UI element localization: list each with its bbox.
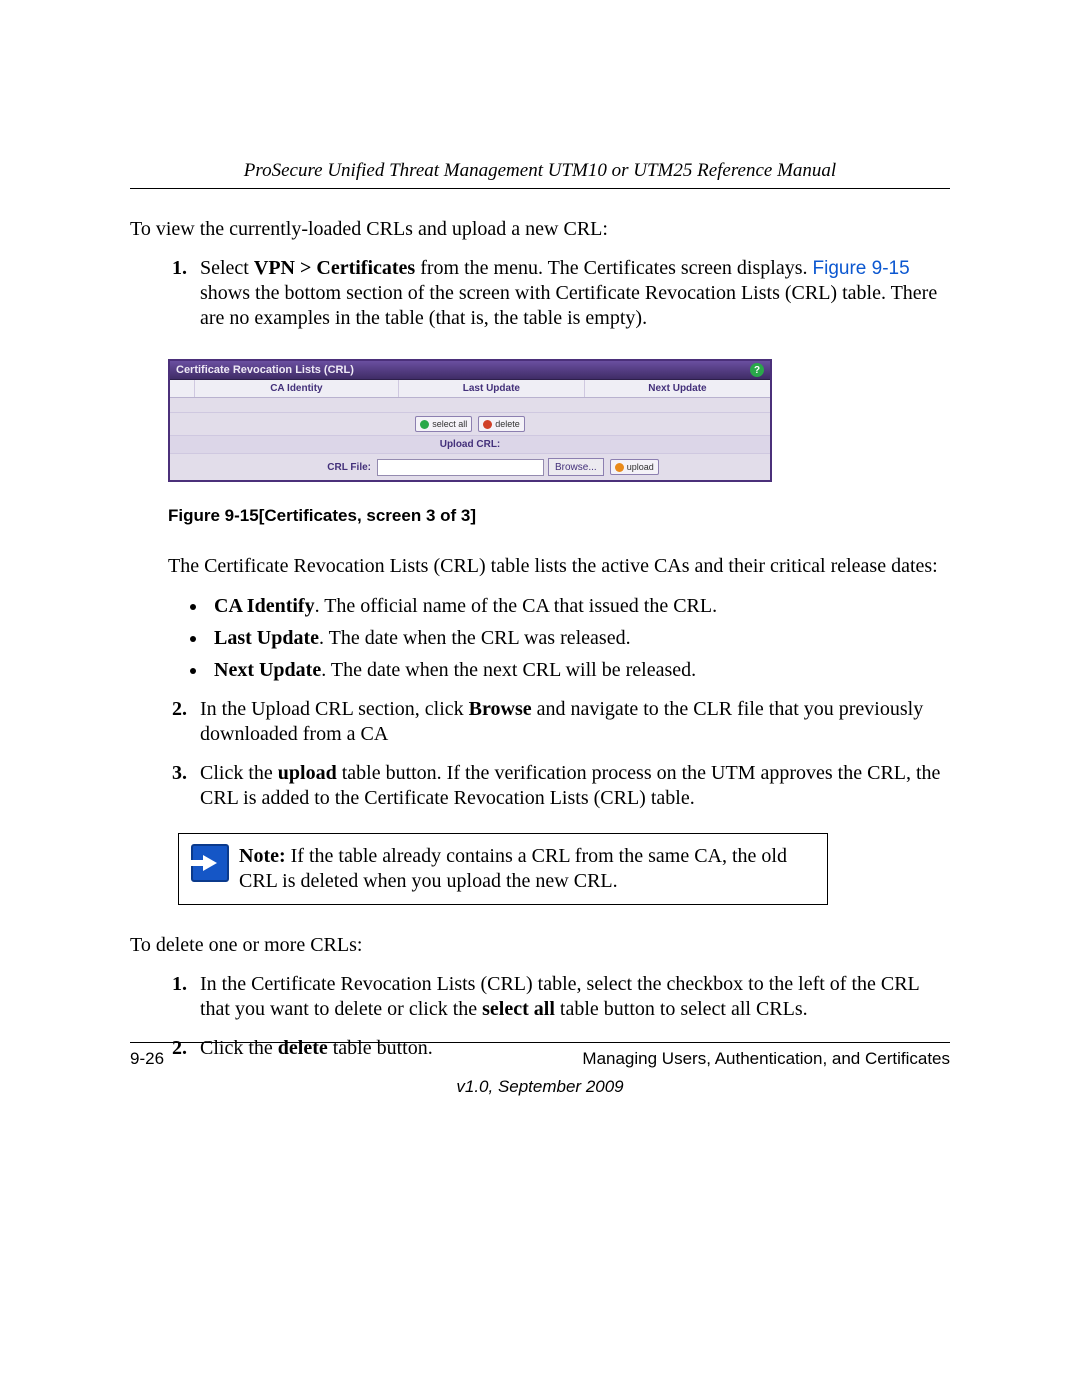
bullet-next-update: Next Update. The date when the next CRL … (208, 657, 950, 683)
upload-button[interactable]: upload (610, 459, 659, 475)
upload-crl-row: CRL File: Browse... upload (170, 454, 770, 480)
figure-caption: Figure 9-15[Certificates, screen 3 of 3] (168, 506, 950, 526)
d1-bold: select all (482, 998, 555, 1020)
crl-table-header: CA Identity Last Update Next Update (170, 380, 770, 398)
view-upload-steps: Select VPN > Certificates from the menu.… (130, 256, 950, 331)
arrow-icon (191, 844, 229, 882)
crl-empty-row (170, 398, 770, 413)
manual-header-title: ProSecure Unified Threat Management UTM1… (130, 160, 950, 182)
step1-lead: Select (200, 257, 254, 279)
select-all-button[interactable]: select all (415, 416, 472, 432)
browse-button[interactable]: Browse... (548, 458, 604, 476)
figure-link[interactable]: Figure 9-15 (813, 258, 910, 279)
check-icon (420, 420, 429, 429)
crl-button-row: select all delete (170, 413, 770, 436)
b3-rest: . The date when the next CRL will be rel… (321, 659, 696, 681)
header-rule (130, 188, 950, 189)
step1-menu-path: VPN > Certificates (254, 257, 415, 279)
crl-titlebar: Certificate Revocation Lists (CRL) ? (170, 361, 770, 380)
crl-file-label: CRL File: (176, 462, 377, 473)
step-1: Select VPN > Certificates from the menu.… (192, 256, 950, 331)
bullet-ca-identify: CA Identify. The official name of the CA… (208, 593, 950, 619)
delete-button[interactable]: delete (478, 416, 525, 432)
upload-icon (615, 463, 624, 472)
note-text: Note: If the table already contains a CR… (239, 844, 815, 894)
col-ca-identity: CA Identity (195, 380, 399, 397)
step1-mid: from the menu. The Certificates screen d… (415, 257, 812, 279)
view-upload-steps-cont: In the Upload CRL section, click Browse … (130, 697, 950, 811)
field-bullets: CA Identify. The official name of the CA… (146, 593, 950, 683)
page-footer: 9-26 Managing Users, Authentication, and… (130, 1042, 950, 1097)
d1-tail: table button to select all CRLs. (555, 998, 808, 1020)
step3-lead: Click the (200, 762, 278, 784)
delete-intro: To delete one or more CRLs: (130, 933, 950, 958)
intro-text: To view the currently-loaded CRLs and up… (130, 217, 950, 242)
step-3: Click the upload table button. If the ve… (192, 761, 950, 811)
b1-bold: CA Identify (214, 595, 315, 617)
x-icon (483, 420, 492, 429)
step2-bold: Browse (469, 698, 532, 720)
note-rest: If the table already contains a CRL from… (239, 845, 787, 892)
step1-tail: shows the bottom section of the screen w… (200, 282, 937, 329)
b2-bold: Last Update (214, 627, 319, 649)
help-icon[interactable]: ? (750, 363, 764, 377)
dstep-1: In the Certificate Revocation Lists (CRL… (192, 972, 950, 1022)
b1-rest: . The official name of the CA that issue… (315, 595, 718, 617)
note-bold: Note: (239, 845, 286, 867)
col-next-update: Next Update (585, 380, 770, 397)
delete-label: delete (495, 419, 520, 429)
step3-bold: upload (278, 762, 337, 784)
upload-crl-header: Upload CRL: (170, 436, 770, 454)
select-all-label: select all (432, 419, 467, 429)
bullet-last-update: Last Update. The date when the CRL was r… (208, 625, 950, 651)
col-checkbox (170, 380, 195, 397)
crl-file-input[interactable] (377, 459, 544, 476)
step-2: In the Upload CRL section, click Browse … (192, 697, 950, 747)
step2-lead: In the Upload CRL section, click (200, 698, 469, 720)
doc-version: v1.0, September 2009 (130, 1077, 950, 1097)
section-title: Managing Users, Authentication, and Cert… (582, 1049, 950, 1069)
col-last-update: Last Update (399, 380, 585, 397)
b2-rest: . The date when the CRL was released. (319, 627, 631, 649)
crl-titlebar-text: Certificate Revocation Lists (CRL) (176, 364, 354, 376)
note-box: Note: If the table already contains a CR… (178, 833, 828, 905)
b3-bold: Next Update (214, 659, 321, 681)
footer-rule (130, 1042, 950, 1043)
crl-screenshot: Certificate Revocation Lists (CRL) ? CA … (168, 359, 772, 482)
page-number: 9-26 (130, 1049, 164, 1069)
after-figure-text: The Certificate Revocation Lists (CRL) t… (168, 554, 950, 579)
upload-label: upload (627, 462, 654, 472)
